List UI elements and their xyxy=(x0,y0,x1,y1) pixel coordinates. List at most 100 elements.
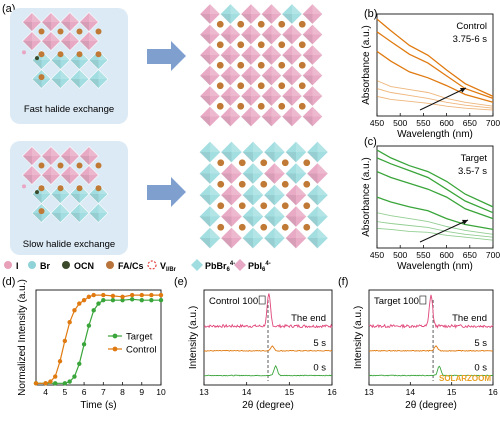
octahedron xyxy=(199,44,221,66)
data-point xyxy=(86,294,92,299)
fa-cs-cation xyxy=(95,185,102,192)
iodide-ion xyxy=(22,184,26,189)
x-tick-label: 15 xyxy=(285,387,295,397)
data-point xyxy=(110,293,116,299)
fa-cs-cation xyxy=(38,162,45,169)
data-point xyxy=(43,381,48,386)
fa-cs-cation xyxy=(95,28,102,35)
octahedron xyxy=(31,69,52,89)
fa-cs-cation xyxy=(281,202,289,210)
legend-label: Br xyxy=(40,261,50,271)
panel-label-c: (c) xyxy=(364,136,377,148)
x-tick-label: 450 xyxy=(370,250,384,260)
spectrum-line xyxy=(376,212,494,235)
x-tick-label: 6 xyxy=(82,387,87,397)
x-tick-label: 500 xyxy=(393,118,407,128)
spectrum-line xyxy=(376,171,494,220)
fa-cs-cation xyxy=(298,61,306,69)
data-point xyxy=(81,297,87,303)
fa-cs-cation xyxy=(76,162,83,169)
fa-cs-cation xyxy=(38,208,45,215)
legend-label: Target xyxy=(126,332,153,343)
fa-cs-cation xyxy=(260,159,268,167)
fa-cs-cation xyxy=(278,102,286,110)
octahedron xyxy=(284,183,308,207)
x-tick-label: 650 xyxy=(463,250,477,260)
pattern-label: 5 s xyxy=(474,338,487,349)
x-tick-label: 600 xyxy=(440,250,454,260)
fa-cs-cation xyxy=(217,223,225,231)
data-point xyxy=(91,308,96,313)
octahedron xyxy=(284,162,308,185)
octahedron xyxy=(88,203,109,223)
spectrum-line xyxy=(376,196,494,231)
fa-cs-cation xyxy=(57,51,64,58)
fa-cs-cation xyxy=(76,28,83,35)
octahedron xyxy=(241,205,265,228)
fa-cs-cation xyxy=(237,20,245,28)
octahedron xyxy=(50,69,71,89)
octahedron xyxy=(41,31,61,51)
chart-title: Target xyxy=(461,153,488,164)
chart-title: Control 100 xyxy=(209,296,258,307)
x-tick-label: 650 xyxy=(463,118,477,128)
data-point xyxy=(91,292,96,298)
spectrum-line xyxy=(376,80,494,107)
fa-cs-cation xyxy=(257,20,265,28)
data-point xyxy=(101,297,106,303)
octahedron xyxy=(219,105,242,128)
fa-cs-cation xyxy=(257,61,265,69)
fa-cs-cation xyxy=(257,82,265,90)
octahedron xyxy=(241,162,265,185)
octahedron xyxy=(306,140,329,164)
x-tick-label: 8 xyxy=(120,387,125,397)
legend-label: PbBr64- xyxy=(205,261,235,273)
missing-glyph-box xyxy=(419,295,427,305)
data-point xyxy=(48,379,53,384)
data-point xyxy=(149,297,154,303)
octahedron xyxy=(22,31,42,51)
fa-cs-cation xyxy=(303,202,311,210)
octahedron xyxy=(198,183,222,207)
data-point xyxy=(67,320,72,325)
x-axis-label: Wavelength (nm) xyxy=(397,261,473,272)
octahedron xyxy=(22,146,42,166)
axes-frame xyxy=(35,289,162,386)
x-tick-label: 15 xyxy=(447,387,457,397)
octahedron xyxy=(69,203,90,223)
octahedron xyxy=(263,205,286,228)
octahedron xyxy=(260,23,283,46)
fa-cs-cation xyxy=(281,159,289,167)
axes-frame xyxy=(376,13,494,117)
arrow-icon xyxy=(419,219,469,243)
data-point xyxy=(86,323,92,328)
xrd-pattern: 5 s xyxy=(203,338,333,352)
fast-label: Fast halide exchange xyxy=(24,104,114,115)
fa-cs-cation xyxy=(238,202,246,210)
chart-c: (c) 450 500 550 600 650 700 Wavelength (nm) Abso… xyxy=(361,136,500,272)
fa-cs-cation xyxy=(76,185,83,192)
octahedron xyxy=(241,183,265,207)
x-tick-label: 550 xyxy=(416,250,430,260)
data-point xyxy=(81,342,87,347)
panel-label-f: (f) xyxy=(338,276,348,288)
octahedron xyxy=(301,64,324,87)
data-point xyxy=(129,292,135,298)
x-tick-label: 500 xyxy=(393,250,407,260)
data-point xyxy=(72,374,77,379)
legend-item: Br xyxy=(28,261,50,271)
octahedron xyxy=(284,226,308,250)
octahedron xyxy=(263,140,286,164)
fa-cs-cation xyxy=(278,82,286,90)
octahedron xyxy=(240,44,262,66)
xrd-pattern: 0 s xyxy=(368,363,494,377)
fa-cs-cation xyxy=(57,162,64,169)
x-tick-label: 10 xyxy=(156,387,166,397)
panel-label-e: (e) xyxy=(174,276,187,288)
spectrum-line xyxy=(376,157,494,214)
fa-cs-cation xyxy=(281,180,289,188)
data-point xyxy=(53,381,58,386)
octahedron xyxy=(199,64,221,87)
octahedron xyxy=(69,69,90,89)
x-axis-label: 2θ (degree) xyxy=(242,400,294,411)
